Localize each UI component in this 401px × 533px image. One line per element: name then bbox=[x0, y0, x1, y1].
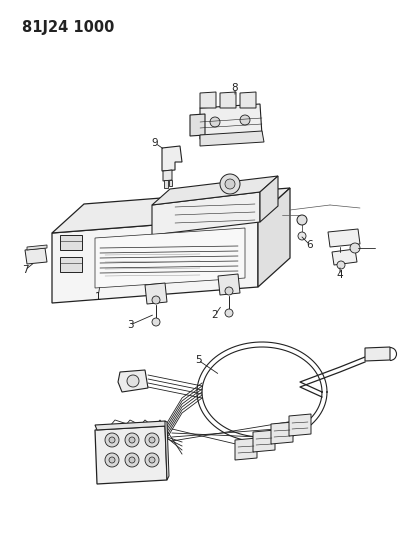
Circle shape bbox=[337, 261, 345, 269]
Polygon shape bbox=[271, 422, 293, 444]
Polygon shape bbox=[218, 274, 240, 295]
Circle shape bbox=[298, 232, 306, 240]
Circle shape bbox=[145, 433, 159, 447]
Polygon shape bbox=[220, 92, 236, 108]
Polygon shape bbox=[332, 249, 357, 265]
Polygon shape bbox=[52, 217, 258, 303]
Circle shape bbox=[149, 457, 155, 463]
Polygon shape bbox=[95, 426, 167, 484]
Polygon shape bbox=[258, 188, 290, 287]
Circle shape bbox=[145, 453, 159, 467]
Polygon shape bbox=[164, 180, 168, 188]
Circle shape bbox=[225, 309, 233, 317]
Circle shape bbox=[220, 174, 240, 194]
Circle shape bbox=[127, 375, 139, 387]
Polygon shape bbox=[145, 283, 167, 304]
Polygon shape bbox=[289, 414, 311, 436]
Circle shape bbox=[225, 179, 235, 189]
Polygon shape bbox=[118, 370, 148, 392]
Polygon shape bbox=[152, 176, 278, 205]
Polygon shape bbox=[152, 192, 260, 235]
Text: 7: 7 bbox=[22, 265, 28, 275]
Circle shape bbox=[105, 433, 119, 447]
Circle shape bbox=[297, 215, 307, 225]
Polygon shape bbox=[95, 421, 167, 430]
Circle shape bbox=[225, 287, 233, 295]
Polygon shape bbox=[365, 347, 390, 361]
Polygon shape bbox=[260, 176, 278, 222]
Text: 81J24 1000: 81J24 1000 bbox=[22, 20, 114, 35]
Circle shape bbox=[210, 117, 220, 127]
Text: 4: 4 bbox=[337, 270, 343, 280]
Circle shape bbox=[129, 457, 135, 463]
Text: 2: 2 bbox=[212, 310, 218, 320]
Text: 5: 5 bbox=[195, 355, 201, 365]
Polygon shape bbox=[328, 229, 360, 247]
Text: 3: 3 bbox=[127, 320, 133, 330]
Polygon shape bbox=[60, 235, 82, 250]
Circle shape bbox=[350, 243, 360, 253]
Polygon shape bbox=[165, 421, 169, 480]
Polygon shape bbox=[235, 438, 257, 460]
Polygon shape bbox=[52, 188, 290, 233]
Circle shape bbox=[125, 433, 139, 447]
Polygon shape bbox=[190, 114, 205, 136]
Polygon shape bbox=[253, 430, 275, 452]
Circle shape bbox=[109, 457, 115, 463]
Circle shape bbox=[240, 115, 250, 125]
Circle shape bbox=[149, 437, 155, 443]
Polygon shape bbox=[27, 245, 47, 250]
Circle shape bbox=[152, 318, 160, 326]
Text: 1: 1 bbox=[95, 292, 101, 302]
Circle shape bbox=[105, 453, 119, 467]
Polygon shape bbox=[240, 92, 256, 108]
Polygon shape bbox=[163, 170, 172, 181]
Polygon shape bbox=[200, 92, 216, 108]
Circle shape bbox=[125, 453, 139, 467]
Polygon shape bbox=[95, 228, 245, 288]
Text: 9: 9 bbox=[152, 138, 158, 148]
Circle shape bbox=[152, 296, 160, 304]
Circle shape bbox=[129, 437, 135, 443]
Circle shape bbox=[109, 437, 115, 443]
Text: 6: 6 bbox=[307, 240, 313, 250]
Polygon shape bbox=[200, 131, 264, 146]
Text: 8: 8 bbox=[232, 83, 238, 93]
Polygon shape bbox=[25, 248, 47, 264]
Polygon shape bbox=[162, 146, 182, 171]
Polygon shape bbox=[60, 257, 82, 272]
Polygon shape bbox=[200, 104, 262, 139]
Polygon shape bbox=[169, 180, 172, 186]
